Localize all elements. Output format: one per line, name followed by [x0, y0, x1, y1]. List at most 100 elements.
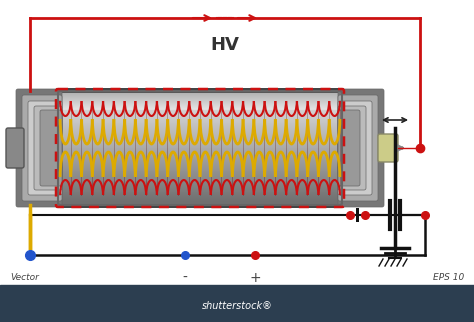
Bar: [60, 145, 340, 146]
Bar: [60, 147, 340, 148]
Bar: [60, 102, 340, 103]
Bar: [60, 152, 340, 153]
Bar: [60, 154, 340, 155]
Bar: [60, 180, 340, 181]
Bar: [60, 128, 340, 129]
Bar: [60, 124, 340, 125]
Bar: [60, 135, 340, 136]
Bar: [60, 177, 340, 178]
Bar: [60, 198, 340, 199]
FancyBboxPatch shape: [28, 101, 62, 195]
Bar: [60, 168, 340, 169]
Bar: [60, 146, 340, 147]
Bar: [60, 170, 340, 171]
Bar: [60, 132, 340, 133]
Bar: [60, 121, 340, 122]
FancyBboxPatch shape: [338, 89, 384, 207]
Bar: [60, 153, 340, 154]
Bar: [60, 109, 340, 110]
Bar: [60, 195, 340, 196]
Bar: [60, 98, 340, 99]
FancyBboxPatch shape: [6, 128, 24, 168]
Bar: [60, 138, 340, 139]
Bar: [60, 106, 340, 107]
Bar: [60, 133, 340, 134]
Bar: [60, 111, 340, 112]
Bar: [60, 183, 340, 184]
Bar: [60, 200, 340, 201]
Bar: [60, 149, 340, 150]
FancyBboxPatch shape: [338, 101, 372, 195]
Bar: [60, 165, 340, 166]
Bar: [60, 163, 340, 164]
Bar: [60, 134, 340, 135]
Bar: [60, 101, 340, 102]
Bar: [60, 189, 340, 190]
Bar: [60, 144, 340, 145]
Bar: [60, 176, 340, 177]
Bar: [60, 169, 340, 170]
Bar: [60, 185, 340, 186]
Bar: [60, 199, 340, 200]
Bar: [60, 108, 340, 109]
Bar: [60, 186, 340, 187]
FancyBboxPatch shape: [40, 110, 62, 186]
Bar: [60, 116, 340, 117]
Text: -: -: [182, 271, 187, 285]
Bar: [60, 100, 340, 101]
Text: Vector: Vector: [10, 273, 39, 282]
Bar: [60, 184, 340, 185]
Bar: [60, 119, 340, 120]
Bar: [60, 161, 340, 162]
Bar: [60, 179, 340, 180]
FancyBboxPatch shape: [338, 95, 378, 201]
Bar: [60, 197, 340, 198]
Bar: [60, 201, 340, 202]
Bar: [60, 162, 340, 163]
Bar: [60, 190, 340, 191]
Bar: [60, 142, 340, 143]
Bar: [60, 107, 340, 108]
FancyBboxPatch shape: [22, 95, 62, 201]
Bar: [60, 155, 340, 156]
Bar: [60, 182, 340, 183]
Bar: [60, 126, 340, 127]
Bar: [60, 113, 340, 114]
Bar: [60, 158, 340, 159]
Bar: [60, 181, 340, 182]
Bar: [0, 285, 474, 322]
FancyBboxPatch shape: [338, 110, 360, 186]
Bar: [60, 166, 340, 167]
Bar: [60, 187, 340, 188]
FancyBboxPatch shape: [34, 106, 62, 190]
Bar: [60, 151, 340, 152]
Bar: [60, 193, 340, 194]
Bar: [60, 174, 340, 175]
Bar: [60, 131, 340, 132]
Bar: [60, 114, 340, 115]
Bar: [60, 160, 340, 161]
Bar: [60, 103, 340, 104]
Bar: [60, 125, 340, 126]
Bar: [60, 194, 340, 195]
Bar: [60, 178, 340, 179]
Bar: [60, 118, 340, 119]
Bar: [60, 139, 340, 140]
Bar: [60, 123, 340, 124]
Bar: [60, 159, 340, 160]
Bar: [60, 157, 340, 158]
Bar: [60, 196, 340, 197]
Bar: [60, 130, 340, 131]
Bar: [60, 156, 340, 157]
Bar: [60, 136, 340, 137]
Bar: [60, 202, 340, 203]
Bar: [60, 93, 340, 94]
Text: shutterstock®: shutterstock®: [201, 301, 273, 311]
Bar: [60, 188, 340, 189]
Bar: [60, 192, 340, 193]
Bar: [60, 97, 340, 98]
Bar: [60, 105, 340, 106]
Bar: [60, 129, 340, 130]
Bar: [60, 96, 340, 97]
FancyBboxPatch shape: [55, 88, 345, 208]
